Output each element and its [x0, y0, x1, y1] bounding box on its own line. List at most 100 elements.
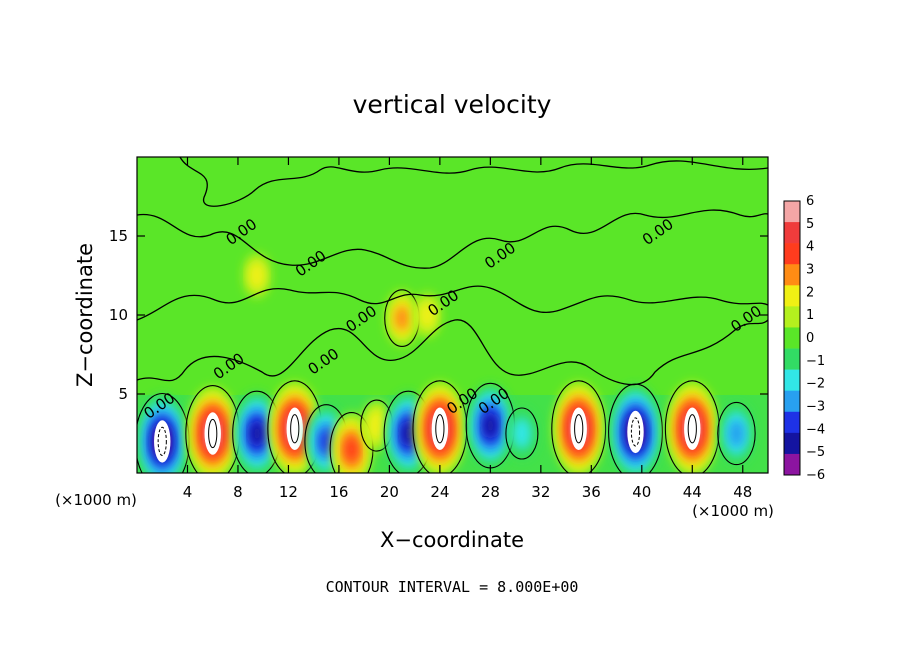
x-tick-label: 4	[183, 483, 193, 501]
velocity-core	[570, 407, 587, 450]
contour-zero-mid	[137, 285, 768, 321]
colorbar: 6 5 4 3 2 1 0 −1 −2 −3 −4 −5 −6	[783, 194, 825, 483]
plot-area: 0.000.000.000.000.000.000.000.000.000.00…	[137, 157, 768, 473]
x-tick-label: 48	[733, 483, 752, 501]
colorbar-label: −2	[806, 377, 825, 392]
x-tick-label: 40	[632, 483, 651, 501]
velocity-cell	[664, 380, 720, 473]
velocity-cell-contour	[412, 380, 468, 473]
y-axis: 5 10 15	[109, 227, 768, 403]
colorbar-segment	[784, 222, 800, 244]
colorbar-label: 1	[806, 308, 814, 323]
colorbar-label: −3	[806, 400, 825, 415]
velocity-cell-level	[401, 421, 415, 446]
velocity-core	[431, 407, 449, 450]
x-axis: 4 8 12 16 20 24 28 32 36 40 44 48	[183, 157, 752, 501]
velocity-cell-level	[367, 410, 387, 441]
colorbar-segment	[784, 327, 800, 349]
velocity-cell-contour	[505, 407, 539, 460]
colorbar-segment	[784, 306, 800, 328]
x-tick-label: 20	[380, 483, 399, 501]
colorbar-frame	[783, 200, 801, 476]
chart-title: vertical velocity	[353, 90, 552, 119]
colorbar-label: −6	[806, 468, 825, 483]
colorbar-label: −5	[806, 445, 825, 460]
x-tick-label: 28	[481, 483, 500, 501]
velocity-cell	[185, 385, 241, 473]
y-axis-label: Z−coordinate	[73, 243, 97, 387]
contour-zero-top	[179, 157, 768, 207]
velocity-cell	[137, 392, 190, 473]
colorbar-segment	[784, 453, 800, 476]
x-tick-label: 16	[329, 483, 348, 501]
x-unit-right: (×1000 m)	[692, 502, 774, 520]
y-tick-label: 5	[118, 385, 128, 403]
velocity-cell-level	[728, 419, 745, 448]
velocity-cell-contour	[551, 380, 607, 473]
velocity-core-contour	[687, 414, 697, 444]
colorbar-segment	[784, 348, 800, 370]
velocity-cell	[505, 407, 539, 460]
velocity-cell	[551, 380, 607, 473]
velocity-cell	[412, 380, 468, 473]
velocity-cell-level	[483, 413, 497, 438]
x-axis-label: X−coordinate	[380, 528, 524, 552]
colorbar-label: 0	[806, 331, 814, 346]
colorbar-segment	[784, 390, 800, 413]
colorbar-segment	[784, 201, 800, 223]
contour-interval-note: CONTOUR INTERVAL = 8.000E+00	[326, 578, 579, 596]
x-tick-label: 12	[279, 483, 298, 501]
velocity-cell-contour	[717, 401, 756, 466]
velocity-cell	[242, 253, 271, 298]
velocity-core	[204, 412, 221, 455]
velocity-core-contour	[208, 418, 218, 449]
velocity-cell-level	[512, 418, 532, 449]
colorbar-label: −4	[806, 422, 825, 437]
x-tick-label: 44	[683, 483, 702, 501]
y-tick-label: 10	[109, 306, 128, 324]
colorbar-label: 6	[806, 194, 814, 209]
velocity-core	[286, 407, 303, 450]
velocity-cell-level	[248, 261, 266, 290]
velocity-core-contour	[574, 414, 584, 444]
colorbar-segment	[784, 369, 800, 391]
velocity-cell	[232, 390, 282, 473]
velocity-cell	[717, 401, 756, 466]
colorbar-segment	[784, 411, 800, 434]
colorbar-segment	[784, 264, 800, 286]
velocity-cells	[137, 253, 756, 473]
velocity-cell	[465, 382, 516, 469]
velocity-core-contour	[435, 414, 445, 444]
colorbar-segment	[784, 243, 800, 265]
velocity-core-contour	[630, 417, 641, 447]
velocity-core-contour	[157, 426, 167, 456]
contour-lines	[137, 157, 768, 386]
contour-zero-lower	[137, 319, 768, 386]
y-tick-label: 15	[109, 227, 128, 245]
x-unit-left: (×1000 m)	[55, 491, 137, 509]
contour-zero-upper	[137, 209, 768, 269]
colorbar-label: 5	[806, 217, 814, 232]
velocity-cell	[413, 292, 442, 338]
velocity-cell-level	[250, 421, 264, 446]
colorbar-label: −1	[806, 354, 825, 369]
x-tick-label: 8	[233, 483, 243, 501]
velocity-core	[627, 410, 644, 454]
velocity-cell	[608, 383, 663, 473]
x-tick-label: 24	[430, 483, 449, 501]
velocity-core-contour	[290, 414, 300, 444]
colorbar-segment	[784, 432, 800, 455]
x-tick-label: 36	[582, 483, 601, 501]
velocity-cell-level	[344, 436, 359, 462]
velocity-cell	[384, 289, 420, 348]
velocity-core	[684, 407, 701, 450]
velocity-cell-level	[394, 305, 410, 331]
velocity-core	[154, 420, 171, 463]
x-tick-label: 32	[531, 483, 550, 501]
colorbar-segment	[784, 285, 800, 307]
colorbar-label: 2	[806, 285, 814, 300]
colorbar-label: 4	[806, 240, 814, 255]
colorbar-label: 3	[806, 263, 814, 278]
velocity-cell-level	[418, 301, 436, 329]
